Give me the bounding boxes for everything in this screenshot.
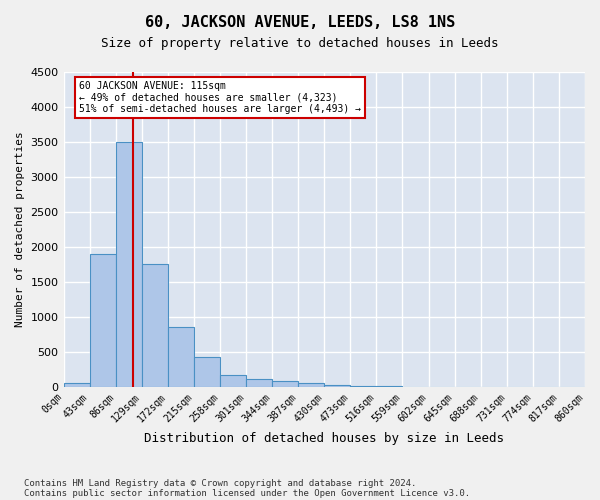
X-axis label: Distribution of detached houses by size in Leeds: Distribution of detached houses by size … (144, 432, 504, 445)
Text: Contains public sector information licensed under the Open Government Licence v3: Contains public sector information licen… (24, 488, 470, 498)
Y-axis label: Number of detached properties: Number of detached properties (15, 132, 25, 327)
Bar (142, 264, 168, 387)
Bar (116, 142, 142, 387)
Bar (220, 374, 246, 387)
Text: 60 JACKSON AVENUE: 115sqm
← 49% of detached houses are smaller (4,323)
51% of se: 60 JACKSON AVENUE: 115sqm ← 49% of detac… (79, 81, 361, 114)
Bar (350, 386, 376, 387)
Bar (64, 384, 89, 387)
Text: Contains HM Land Registry data © Crown copyright and database right 2024.: Contains HM Land Registry data © Crown c… (24, 478, 416, 488)
Bar (194, 356, 220, 387)
Bar (246, 379, 272, 387)
Text: Size of property relative to detached houses in Leeds: Size of property relative to detached ho… (101, 38, 499, 51)
Text: 60, JACKSON AVENUE, LEEDS, LS8 1NS: 60, JACKSON AVENUE, LEEDS, LS8 1NS (145, 15, 455, 30)
Bar (298, 384, 324, 387)
Bar (272, 381, 298, 387)
Bar (324, 386, 350, 387)
Bar (89, 254, 116, 387)
Bar (168, 328, 194, 387)
